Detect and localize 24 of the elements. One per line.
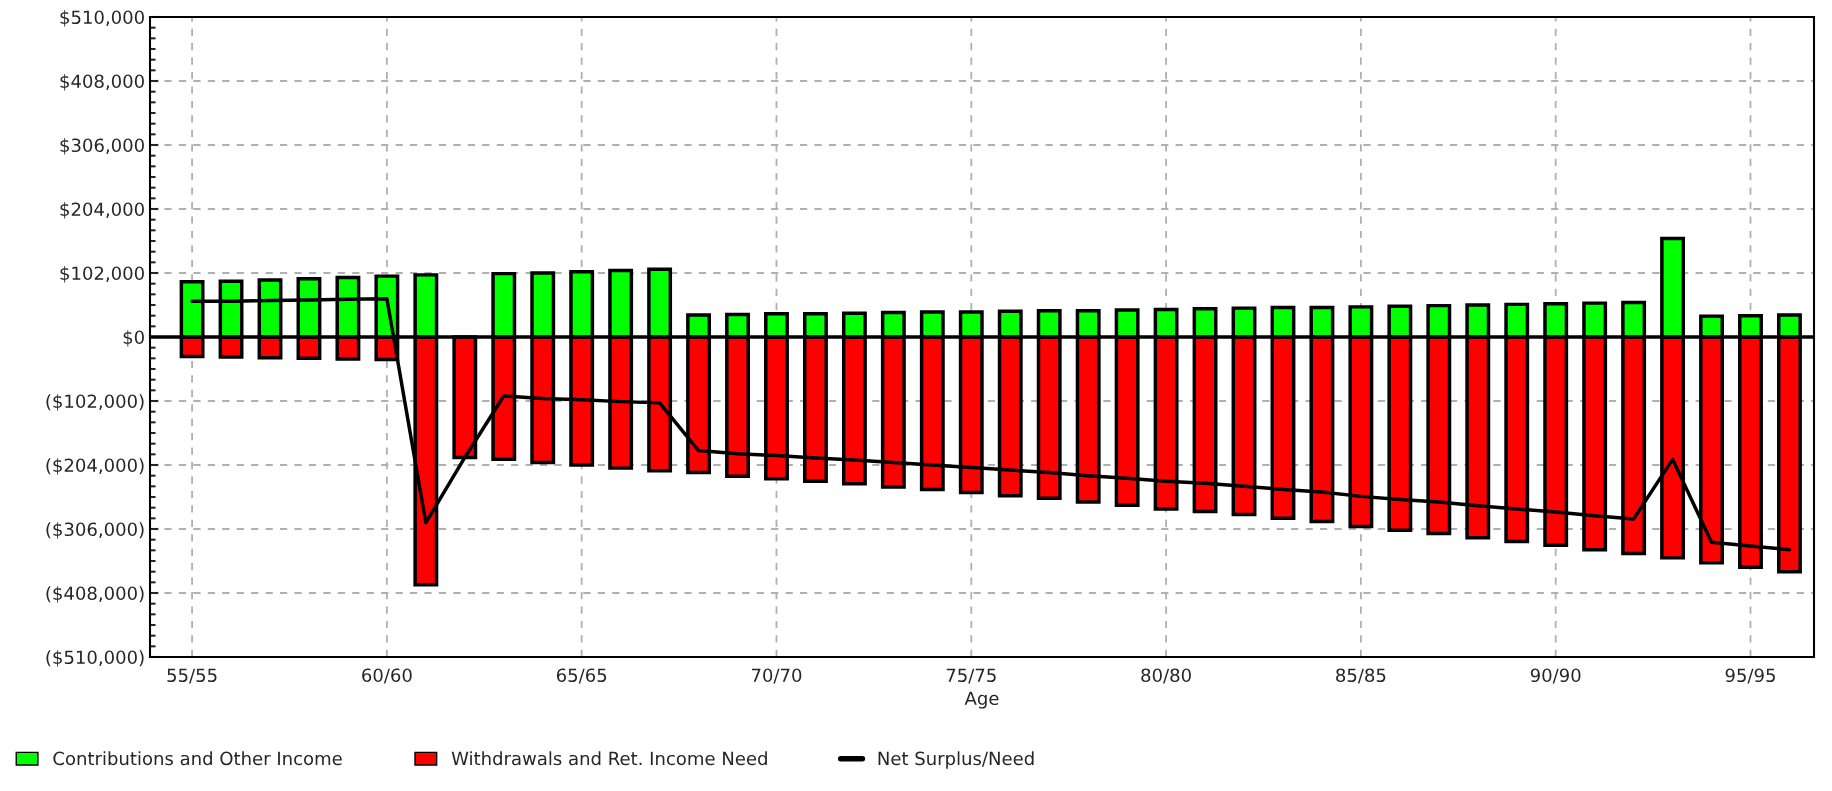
y-tick-label: ($408,000) xyxy=(46,586,144,603)
y-tick-label: $306,000 xyxy=(60,138,144,155)
y-tick-label: ($306,000) xyxy=(46,522,144,539)
legend-label: Contributions and Other Income xyxy=(53,751,342,766)
x-tick-label: 85/85 xyxy=(1336,668,1386,684)
x-tick-label: 65/65 xyxy=(556,668,607,684)
x-tick-label: 60/60 xyxy=(362,668,412,684)
x-axis-title: Age xyxy=(964,691,999,709)
legend-label: Net Surplus/Need xyxy=(878,751,1034,769)
x-tick-label: 70/70 xyxy=(751,668,802,684)
y-tick-label: $408,000 xyxy=(60,74,144,91)
legend-label: Withdrawals and Ret. Income Need xyxy=(451,751,767,766)
y-tick-label: ($204,000) xyxy=(46,458,144,475)
y-tick-label: $102,000 xyxy=(60,266,144,283)
y-tick-label: $204,000 xyxy=(60,202,144,219)
x-tick-label: 95/95 xyxy=(1725,668,1775,684)
x-tick-label: 90/90 xyxy=(1530,668,1581,684)
y-tick-label: ($102,000) xyxy=(46,394,144,411)
y-tick-label: $510,000 xyxy=(60,10,144,27)
x-tick-label: 80/80 xyxy=(1141,668,1191,684)
y-tick-label: $0 xyxy=(123,330,144,347)
x-tick-label: 75/75 xyxy=(946,668,996,684)
y-tick-label: ($510,000) xyxy=(46,650,144,667)
x-tick-label: 55/55 xyxy=(167,668,217,684)
